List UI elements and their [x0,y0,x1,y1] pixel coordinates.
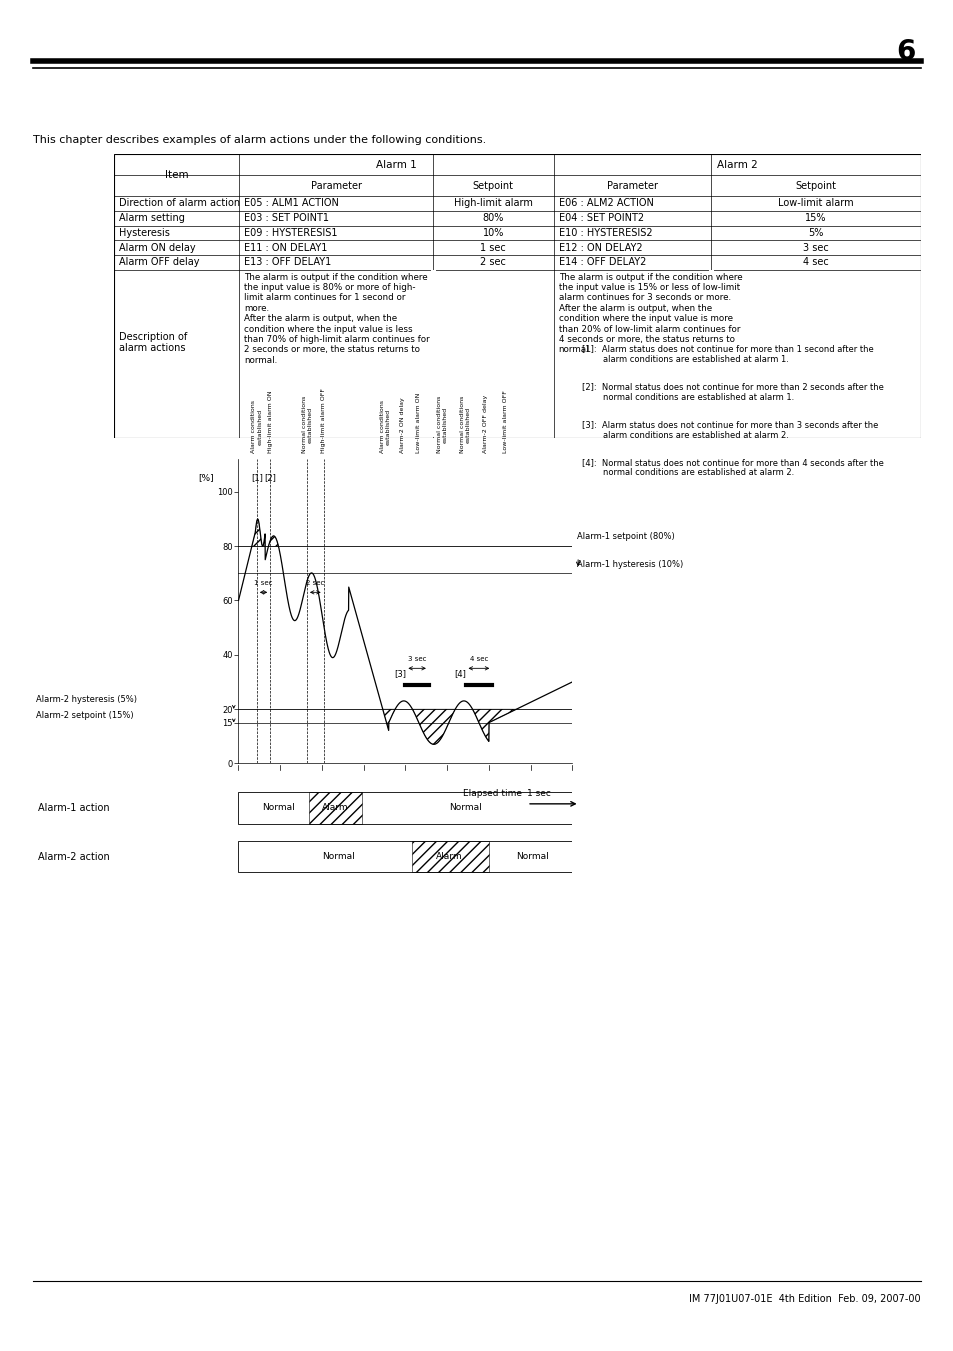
Text: [3]:  Alarm status does not continue for more than 3 seconds after the
        a: [3]: Alarm status does not continue for … [581,420,878,439]
Text: 10%: 10% [482,228,503,238]
Bar [412,840,488,873]
Text: Description of
alarm actions: Description of alarm actions [119,331,188,353]
Text: E11 : ON DELAY1: E11 : ON DELAY1 [244,243,327,253]
Text: E14 : OFF DELAY2: E14 : OFF DELAY2 [558,258,645,267]
Text: Alarm-2 ON delay: Alarm-2 ON delay [399,397,404,453]
Text: [1]: [1] [251,473,262,482]
Text: E09 : HYSTERESIS1: E09 : HYSTERESIS1 [244,228,337,238]
Text: E04 : SET POINT2: E04 : SET POINT2 [558,213,643,223]
Text: Parameter: Parameter [606,181,658,190]
Text: 3 sec: 3 sec [802,243,828,253]
Text: Alarm-2 action: Alarm-2 action [38,851,110,862]
Text: Normal conditions
established: Normal conditions established [301,396,312,453]
Text: [2]: [2] [264,473,275,482]
Text: 6: 6 [896,38,915,66]
Text: Alarm-2 setpoint (15%): Alarm-2 setpoint (15%) [36,711,133,720]
Text: Low-limit alarm ON: Low-limit alarm ON [416,393,421,453]
Text: High-limit alarm: High-limit alarm [454,199,532,208]
Text: IM 77J01U07-01E  4th Edition  Feb. 09, 2007-00: IM 77J01U07-01E 4th Edition Feb. 09, 200… [688,1294,920,1304]
Text: E03 : SET POINT1: E03 : SET POINT1 [244,213,329,223]
Text: Alarm ON delay: Alarm ON delay [119,243,195,253]
Text: Item: Item [165,170,189,180]
Text: This chapter describes examples of alarm actions under the following conditions.: This chapter describes examples of alarm… [33,135,486,145]
Text: Elapsed time: Elapsed time [463,789,522,797]
Text: Alarm conditions
established: Alarm conditions established [252,400,262,453]
Text: Alarm 1: Alarm 1 [375,159,416,170]
Text: E13 : OFF DELAY1: E13 : OFF DELAY1 [244,258,332,267]
Text: [4]:  Normal status does not continue for more than 4 seconds after the
        : [4]: Normal status does not continue for… [581,458,882,477]
Text: 1 sec: 1 sec [480,243,506,253]
Text: High-limit alarm OFF: High-limit alarm OFF [321,388,326,453]
Text: 1 sec: 1 sec [526,789,551,797]
Text: The alarm is output if the condition where
the input value is 15% or less of low: The alarm is output if the condition whe… [558,273,741,354]
Text: Alarm-2 hysteresis (5%): Alarm-2 hysteresis (5%) [36,694,137,704]
Text: Alarm: Alarm [322,804,348,812]
Text: Alarm 2: Alarm 2 [716,159,757,170]
Text: 2 sec: 2 sec [306,580,324,585]
Text: Normal: Normal [322,852,355,861]
Text: E06 : ALM2 ACTION: E06 : ALM2 ACTION [558,199,653,208]
Text: [%]: [%] [198,473,213,482]
Text: 3 sec: 3 sec [408,655,426,662]
Text: E05 : ALM1 ACTION: E05 : ALM1 ACTION [244,199,338,208]
Text: Setpoint: Setpoint [473,181,514,190]
Text: 5%: 5% [807,228,822,238]
Text: 1 sec: 1 sec [254,580,273,585]
Text: The alarm is output if the condition where
the input value is 80% or more of hig: The alarm is output if the condition whe… [244,273,430,365]
Text: Low-limit alarm: Low-limit alarm [778,199,853,208]
Bar [709,270,714,438]
Text: Alarm-1 hysteresis (10%): Alarm-1 hysteresis (10%) [577,561,682,569]
Text: Direction of alarm action: Direction of alarm action [119,199,240,208]
Text: 15%: 15% [804,213,825,223]
Text: Alarm-1 setpoint (80%): Alarm-1 setpoint (80%) [577,532,674,540]
Bar [308,792,361,824]
Text: [2]:  Normal status does not continue for more than 2 seconds after the
        : [2]: Normal status does not continue for… [581,382,882,401]
Text: Alarm-1 action: Alarm-1 action [38,802,110,813]
Text: 10.  DESCRIPTION OF ALARM ACTIONS: 10. DESCRIPTION OF ALARM ACTIONS [44,89,372,105]
Text: High-limit alarm ON: High-limit alarm ON [268,390,273,453]
Text: Normal: Normal [516,852,548,861]
Text: Alarm OFF delay: Alarm OFF delay [119,258,199,267]
Text: 80%: 80% [482,213,503,223]
Text: E10 : HYSTERESIS2: E10 : HYSTERESIS2 [558,228,652,238]
Text: 4 sec: 4 sec [469,655,488,662]
Text: 2 sec: 2 sec [480,258,506,267]
Text: Normal: Normal [262,804,294,812]
Text: Alarm setting: Alarm setting [119,213,185,223]
Bar [431,270,436,438]
Text: Alarm conditions
established: Alarm conditions established [379,400,391,453]
Text: Alarm: Alarm [436,852,461,861]
Text: 4 sec: 4 sec [802,258,828,267]
Text: E12 : ON DELAY2: E12 : ON DELAY2 [558,243,641,253]
Text: Normal conditions
established: Normal conditions established [436,396,447,453]
Text: Low-limit alarm OFF: Low-limit alarm OFF [502,390,508,453]
Text: Alarm-2 OFF delay: Alarm-2 OFF delay [482,394,488,453]
Text: Normal: Normal [449,804,481,812]
Text: Setpoint: Setpoint [795,181,836,190]
Text: [1]:  Alarm status does not continue for more than 1 second after the
        al: [1]: Alarm status does not continue for … [581,345,873,363]
Text: [4]: [4] [455,669,466,678]
Text: Hysteresis: Hysteresis [119,228,170,238]
Text: Parameter: Parameter [311,181,361,190]
Text: [3]: [3] [394,669,406,678]
Text: Normal conditions
established: Normal conditions established [459,396,471,453]
